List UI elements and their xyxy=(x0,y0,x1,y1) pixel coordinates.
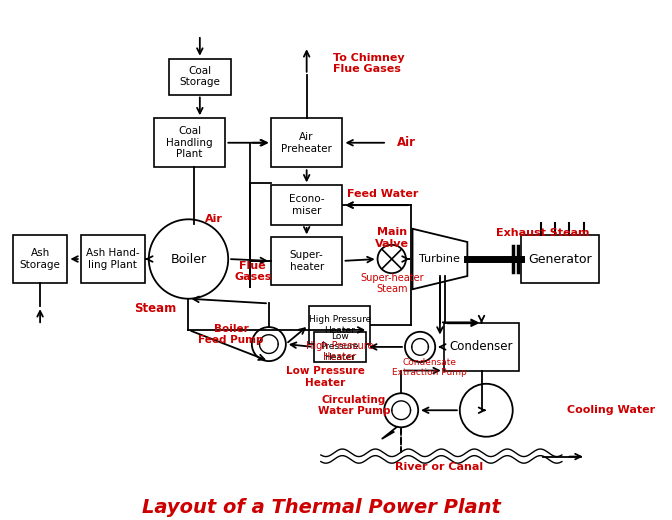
Text: Flue
Gases: Flue Gases xyxy=(234,261,271,282)
Bar xyxy=(444,323,519,371)
Text: Cooling Water: Cooling Water xyxy=(566,405,655,415)
Circle shape xyxy=(405,332,435,362)
Circle shape xyxy=(460,384,513,437)
Bar xyxy=(309,306,370,344)
Text: River or Canal: River or Canal xyxy=(395,462,483,472)
Text: Exhaust Steam: Exhaust Steam xyxy=(496,228,589,239)
Text: Air: Air xyxy=(205,214,223,224)
Text: Condenser: Condenser xyxy=(450,341,513,354)
Text: Low Pressure
Heater: Low Pressure Heater xyxy=(286,367,365,388)
Text: Super-
heater: Super- heater xyxy=(290,250,324,272)
Text: Boiler
Feed Pump: Boiler Feed Pump xyxy=(198,324,264,345)
Text: Condensate
Extraction Pump: Condensate Extraction Pump xyxy=(392,358,467,378)
Text: Coal
Storage: Coal Storage xyxy=(179,66,220,87)
Text: Low
Pressure
Heater: Low Pressure Heater xyxy=(321,332,359,362)
Bar xyxy=(169,59,230,95)
Bar xyxy=(271,185,342,225)
Text: Turbine: Turbine xyxy=(419,254,460,264)
Bar xyxy=(13,236,67,283)
Text: Ash
Storage: Ash Storage xyxy=(19,248,60,270)
Bar xyxy=(314,332,366,362)
Circle shape xyxy=(378,245,406,273)
Text: Main
Valve: Main Valve xyxy=(375,227,409,249)
Text: Super-heater
Steam: Super-heater Steam xyxy=(360,273,423,294)
Text: Feed Water: Feed Water xyxy=(347,189,419,199)
Text: Steam: Steam xyxy=(134,302,177,315)
Text: Ash Hand-
ling Plant: Ash Hand- ling Plant xyxy=(86,248,140,270)
Text: High Pressure
Heater: High Pressure Heater xyxy=(306,341,374,362)
Bar xyxy=(271,118,342,167)
Text: To Chimney
Flue Gases: To Chimney Flue Gases xyxy=(333,53,405,74)
Circle shape xyxy=(252,327,286,361)
Polygon shape xyxy=(413,229,467,289)
Text: Air: Air xyxy=(396,136,415,149)
Text: Circulating
Water Pump: Circulating Water Pump xyxy=(318,395,390,417)
Text: Generator: Generator xyxy=(528,253,592,266)
Text: Coal
Handling
Plant: Coal Handling Plant xyxy=(166,126,213,159)
Text: Layout of a Thermal Power Plant: Layout of a Thermal Power Plant xyxy=(142,498,501,517)
Bar xyxy=(81,236,145,283)
Bar xyxy=(271,237,342,284)
Bar xyxy=(154,118,225,167)
Text: Air
Preheater: Air Preheater xyxy=(281,132,332,153)
Circle shape xyxy=(384,393,418,427)
Text: High Pressure
Heater: High Pressure Heater xyxy=(308,316,371,335)
Circle shape xyxy=(149,219,228,298)
Text: Econo-
miser: Econo- miser xyxy=(289,194,325,216)
Text: Boiler: Boiler xyxy=(171,253,206,266)
Bar xyxy=(521,236,599,283)
